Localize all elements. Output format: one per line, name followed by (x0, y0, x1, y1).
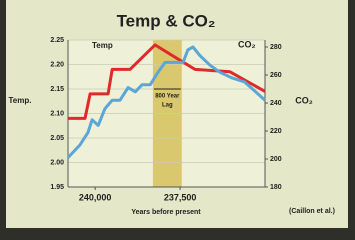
lag-label: Lag (162, 103, 173, 109)
y2-tick-label: 240 (270, 100, 282, 107)
y2-axis-label: CO₂ (295, 95, 313, 105)
series-line (68, 43, 266, 120)
y2-tick-label: 180 (270, 184, 282, 191)
x-tick-label: 240,000 (79, 192, 112, 202)
y-tick-label: 2.05 (50, 135, 64, 142)
legend-label: Temp (92, 41, 113, 50)
y2-tick-label: 220 (270, 128, 282, 135)
y-tick-label: 2.20 (50, 61, 64, 68)
chart: Temp & CO₂ Temp. CO₂ Years before presen… (6, 0, 348, 228)
y2-tick-label: 260 (270, 72, 282, 79)
legend-label: CO₂ (238, 39, 256, 49)
y-axis-label: Temp. (9, 96, 32, 105)
y-tick-label: 2.15 (50, 86, 64, 93)
y-tick-label: 2.25 (50, 37, 64, 44)
y-tick-label: 2.00 (50, 159, 64, 166)
page: Temp & CO₂ Temp. CO₂ Years before presen… (6, 0, 348, 228)
y2-tick-label: 200 (270, 156, 282, 163)
x-tick-label: 237,500 (164, 192, 197, 202)
x-axis-label: Years before present (131, 209, 201, 216)
source: (Caillon et al.) (289, 208, 335, 215)
y-tick-label: 2.10 (50, 110, 64, 117)
series-line (66, 45, 266, 159)
lag-label: 800 Year (155, 94, 180, 100)
y-tick-label: 1.95 (50, 184, 64, 191)
chart-title: Temp & CO₂ (117, 11, 216, 30)
y2-tick-label: 280 (270, 44, 282, 51)
